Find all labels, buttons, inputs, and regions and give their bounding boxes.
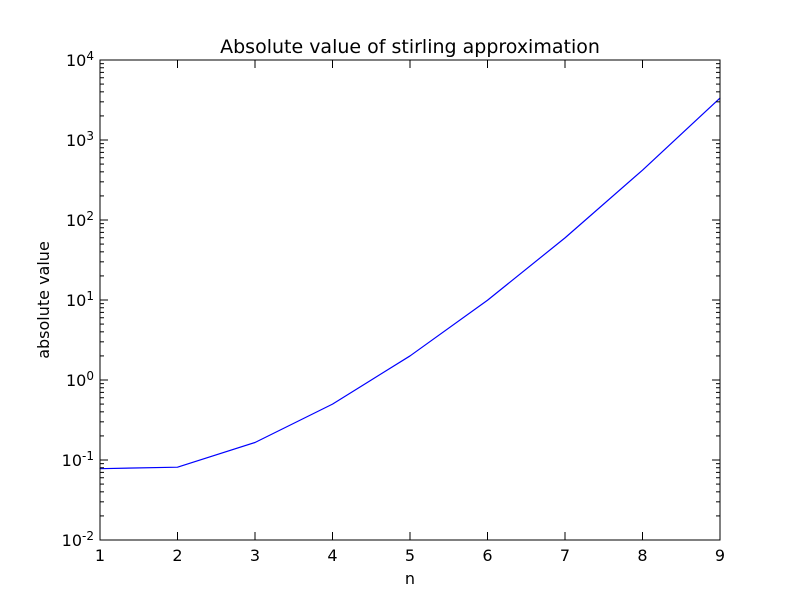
series-line [99, 97, 721, 470]
series-layer [99, 97, 721, 470]
x-tick-label: 7 [560, 546, 570, 565]
x-tick-label: 5 [405, 546, 415, 565]
x-tick-label: 3 [250, 546, 260, 565]
x-tick-label: 6 [482, 546, 492, 565]
x-tick-label: 8 [637, 546, 647, 565]
y-axis-label: absolute value [34, 241, 53, 359]
x-tick-label: 4 [327, 546, 337, 565]
plot-area [100, 60, 720, 540]
y-tick-label: 104 [66, 49, 94, 70]
y-tick-label: 103 [66, 129, 94, 150]
x-tick-label: 1 [95, 546, 105, 565]
y-tick-label: 10-1 [62, 449, 94, 470]
y-tick-label: 101 [66, 289, 94, 310]
plot-background [100, 60, 720, 540]
y-tick-label: 102 [66, 209, 94, 230]
axes-layer: 1 2 3 4 5 6 7 8 9 10-2 10-1 100 101 102 103 104 [62, 49, 725, 565]
y-tick-label: 100 [66, 369, 94, 390]
x-tick-label: 9 [715, 546, 725, 565]
chart-title: Absolute value of stirling approximation [220, 36, 600, 58]
x-axis-label: n [405, 569, 415, 588]
y-tick-label: 10-2 [62, 529, 94, 550]
x-tick-label: 2 [172, 546, 182, 565]
